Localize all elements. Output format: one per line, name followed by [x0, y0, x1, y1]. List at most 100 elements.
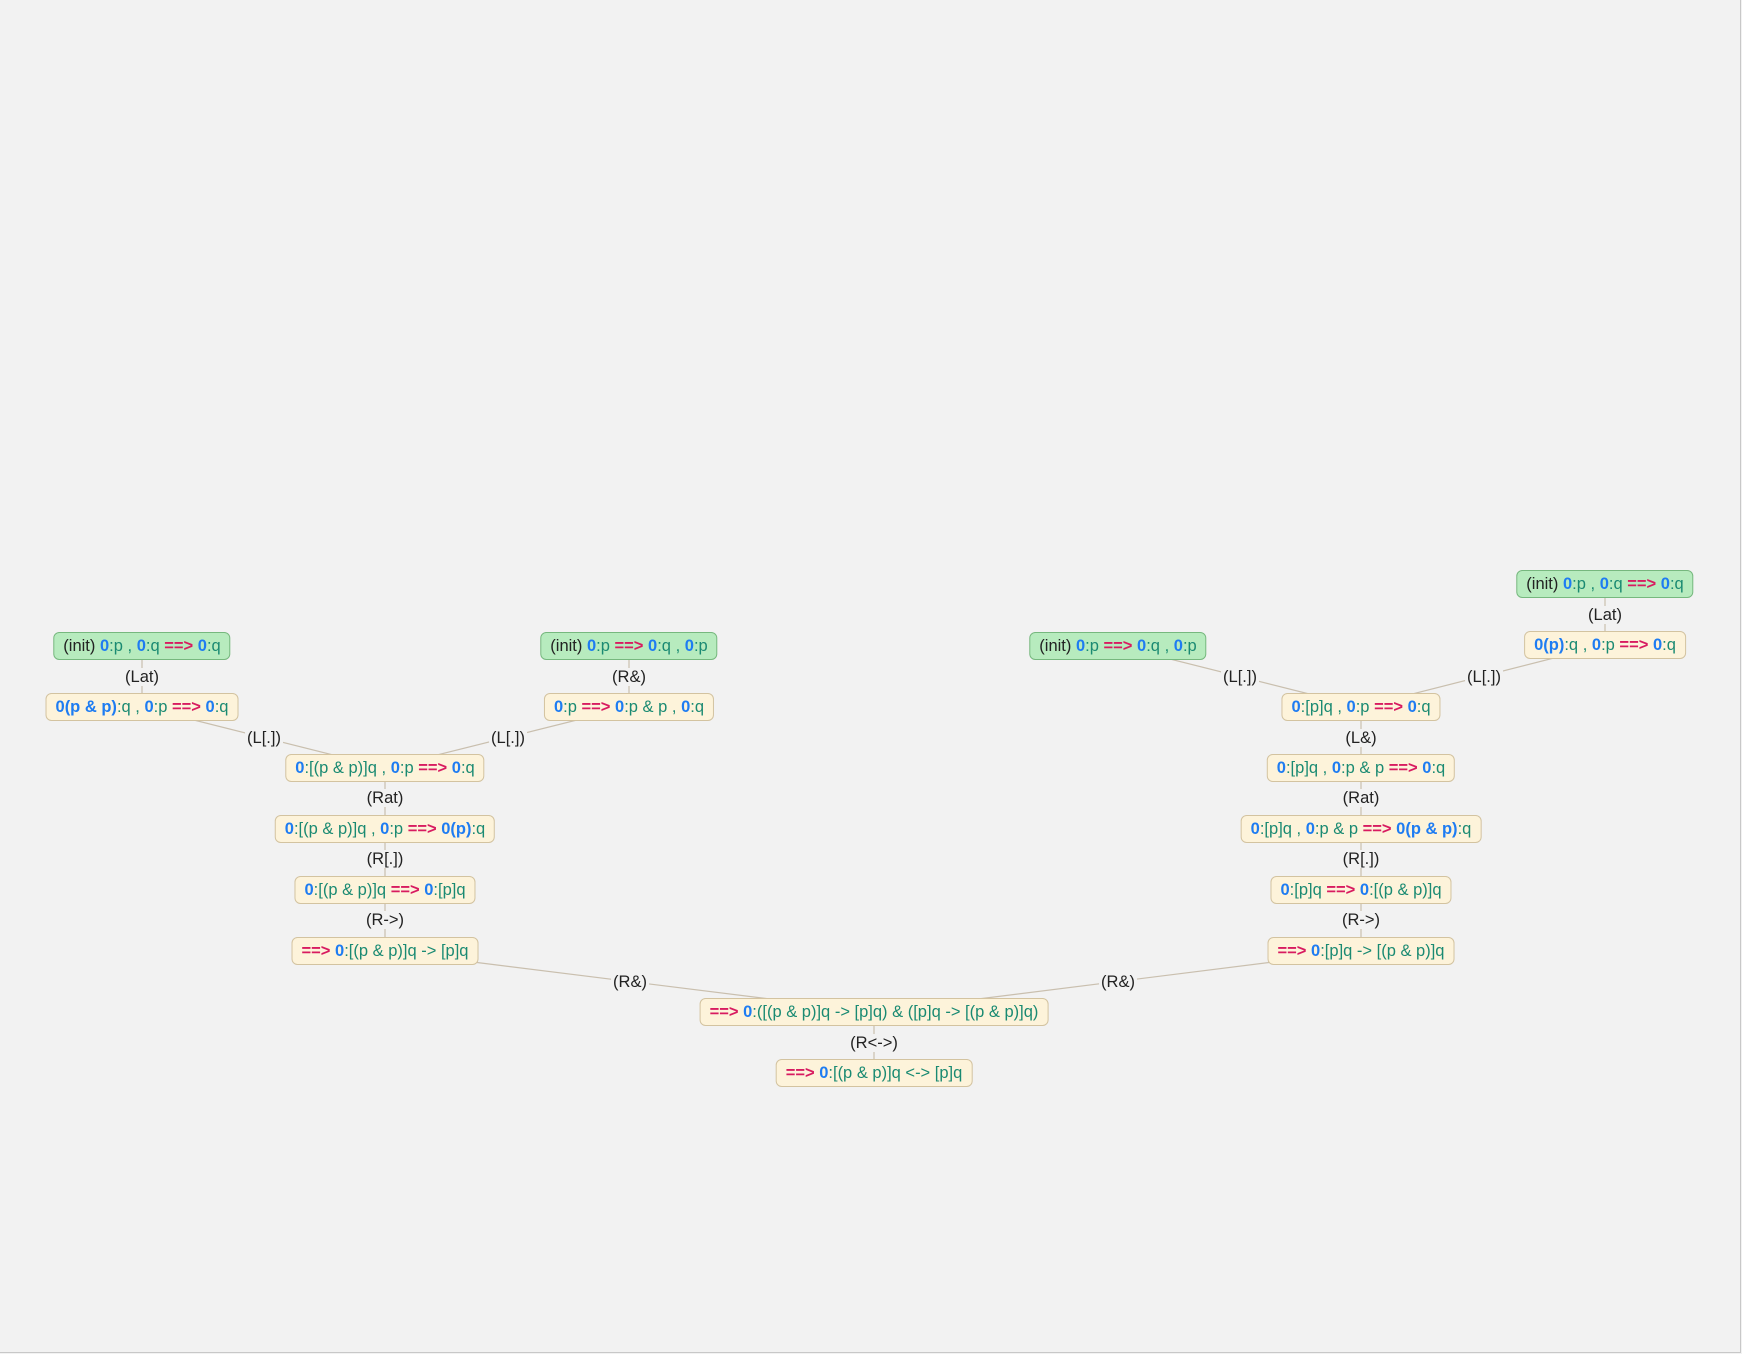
- world-label: 0: [1280, 881, 1290, 899]
- world-label: 0: [1652, 636, 1663, 654]
- world-label: 0: [284, 820, 294, 838]
- formula-text: :p: [389, 820, 404, 838]
- init-axiom-node[interactable]: (init) 0:p , 0:q ==> 0:q: [53, 632, 231, 660]
- formula-text: :q: [1431, 759, 1446, 777]
- world-label: 0: [335, 942, 345, 960]
- sequent-node[interactable]: 0:[p]q , 0:p & p ==> 0:q: [1266, 754, 1456, 782]
- sequent-node[interactable]: 0:[p]q ==> 0:[(p & p)]q: [1270, 876, 1452, 904]
- sequent-arrow: ==>: [581, 698, 611, 716]
- formula-text: :p: [693, 637, 708, 655]
- formula-text: :q: [1146, 637, 1160, 655]
- formula-text: :p: [1601, 636, 1615, 654]
- formula-text: :p & p: [1314, 820, 1359, 838]
- sequent-node[interactable]: 0:[(p & p)]q ==> 0:[p]q: [294, 876, 476, 904]
- sequent-node[interactable]: 0:[p]q , 0:p & p ==> 0(p & p):q: [1240, 815, 1482, 843]
- separator: ,: [1291, 820, 1306, 838]
- rule-label: (L[.]): [489, 729, 527, 747]
- separator: ,: [670, 637, 685, 655]
- world-label: 0(p & p): [1396, 820, 1458, 838]
- rule-label: (R->): [363, 911, 407, 929]
- sequent-node[interactable]: ==> 0:[p]q -> [(p & p)]q: [1267, 937, 1455, 965]
- world-label: 0: [1660, 575, 1670, 593]
- formula-text: :q: [1669, 575, 1684, 593]
- world-label: 0: [136, 637, 146, 655]
- world-label: 0: [1250, 820, 1260, 838]
- sequent-node[interactable]: 0(p & p):q , 0:p ==> 0:q: [45, 693, 239, 721]
- sequent-arrow: ==>: [1619, 636, 1649, 654]
- sequent-arrow: ==>: [407, 820, 437, 838]
- world-label: 0: [1562, 575, 1573, 593]
- formula-text: :[(p & p)]q: [1369, 881, 1442, 899]
- separator: ,: [130, 698, 145, 716]
- sequent-arrow: ==>: [1627, 575, 1657, 593]
- world-label: 0: [390, 759, 400, 777]
- init-tag: (init): [1039, 637, 1072, 655]
- sequent-arrow: ==>: [1277, 942, 1307, 960]
- formula-text: :[p]q -> [(p & p)]q: [1320, 942, 1445, 960]
- formula-text: :q: [690, 698, 705, 716]
- world-label: 0: [1591, 636, 1602, 654]
- sequent-arrow: ==>: [390, 881, 420, 899]
- world-label: 0: [1137, 637, 1147, 655]
- sequent-arrow: ==>: [709, 1003, 739, 1021]
- world-label: 0: [648, 637, 658, 655]
- world-label: 0(p & p): [55, 698, 117, 716]
- formula-text: :q: [1564, 636, 1579, 654]
- formula-text: :p & p: [1341, 759, 1385, 777]
- sequent-arrow: ==>: [614, 637, 644, 655]
- sequent-node[interactable]: ==> 0:[(p & p)]q -> [p]q: [291, 937, 479, 965]
- world-label: 0: [451, 759, 461, 777]
- world-label: 0: [1311, 942, 1321, 960]
- world-label: 0: [1599, 575, 1609, 593]
- rule-label: (R&): [1099, 973, 1137, 991]
- formula-text: :p: [109, 637, 123, 655]
- separator: ,: [1332, 698, 1347, 716]
- world-label: 0(p): [1534, 636, 1565, 654]
- init-axiom-node[interactable]: (init) 0:p ==> 0:q , 0:p: [1029, 632, 1207, 660]
- sequent-node[interactable]: ==> 0:([(p & p)]q -> [p]q) & ([p]q -> [(…: [699, 998, 1049, 1026]
- formula-text: :q: [460, 759, 475, 777]
- formula-text: :[(p & p)]q <-> [p]q: [828, 1064, 963, 1082]
- formula-text: :[p]q: [1300, 698, 1333, 716]
- formula-text: :p: [399, 759, 414, 777]
- formula-text: :[p]q: [1259, 820, 1292, 838]
- formula-text: :q: [1662, 636, 1676, 654]
- sequent-arrow: ==>: [1362, 820, 1392, 838]
- init-axiom-node[interactable]: (init) 0:p ==> 0:q , 0:p: [540, 632, 718, 660]
- separator: ,: [1318, 759, 1332, 777]
- formula-text: :q: [214, 698, 229, 716]
- formula-text: :q: [1416, 698, 1431, 716]
- formula-text: :[(p & p)]q: [304, 759, 377, 777]
- sequent-node[interactable]: 0:p ==> 0:p & p , 0:q: [543, 693, 715, 721]
- world-label: 0(p): [441, 820, 472, 838]
- world-label: 0: [1331, 759, 1342, 777]
- world-label: 0: [1346, 698, 1356, 716]
- formula-text: :([(p & p)]q -> [p]q) & ([p]q -> [(p & p…: [752, 1003, 1039, 1021]
- rule-label: (R&): [610, 668, 648, 686]
- sequent-node[interactable]: 0:[(p & p)]q , 0:p ==> 0(p):q: [274, 815, 496, 843]
- separator: ,: [667, 698, 682, 716]
- separator: ,: [1578, 636, 1592, 654]
- sequent-node[interactable]: 0(p):q , 0:p ==> 0:q: [1524, 631, 1686, 659]
- rule-label: (R<->): [848, 1034, 900, 1052]
- sequent-node[interactable]: 0:[(p & p)]q , 0:p ==> 0:q: [285, 754, 485, 782]
- formula-text: :q: [1457, 820, 1472, 838]
- formula-text: :p: [1355, 698, 1370, 716]
- formula-text: :[(p & p)]q -> [p]q: [344, 942, 469, 960]
- world-label: 0: [144, 698, 154, 716]
- world-label: 0: [1422, 759, 1432, 777]
- formula-text: :q: [116, 698, 131, 716]
- world-label: 0: [681, 698, 691, 716]
- sequent-node[interactable]: ==> 0:[(p & p)]q <-> [p]q: [775, 1059, 973, 1087]
- world-label: 0: [99, 637, 110, 655]
- sequent-arrow: ==>: [418, 759, 448, 777]
- init-axiom-node[interactable]: (init) 0:p , 0:q ==> 0:q: [1516, 570, 1694, 598]
- sequent-arrow: ==>: [1374, 698, 1403, 716]
- sequent-node[interactable]: 0:[p]q , 0:p ==> 0:q: [1281, 693, 1441, 721]
- rule-label: (Rat): [1340, 789, 1382, 807]
- formula-text: :p: [1572, 575, 1586, 593]
- sequent-arrow: ==>: [172, 698, 201, 716]
- init-tag: (init): [550, 637, 583, 655]
- world-label: 0: [380, 820, 390, 838]
- formula-text: :p & p: [624, 698, 668, 716]
